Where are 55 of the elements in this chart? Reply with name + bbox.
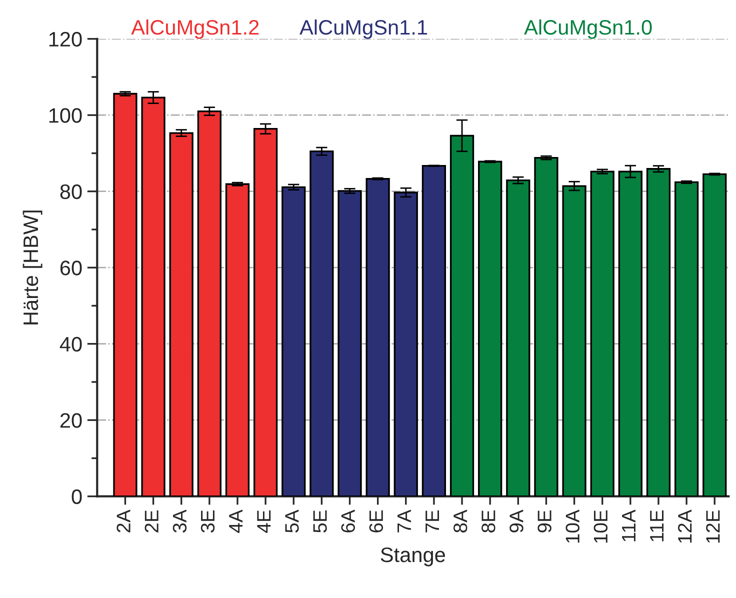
x-tick-label: 6A xyxy=(341,510,355,532)
x-tick-label: 8A xyxy=(453,510,468,532)
x-tick-label: 4E xyxy=(257,510,271,533)
x-tick-label: 9E xyxy=(538,510,552,532)
x-tick-label: 11E xyxy=(650,510,664,542)
x-tick-label: 5E xyxy=(313,510,327,533)
y-tick-label: 100 xyxy=(49,108,82,123)
bar xyxy=(169,132,194,496)
y-tick-label: 0 xyxy=(72,489,82,504)
y-tick-label: 120 xyxy=(49,32,82,47)
bar xyxy=(674,181,699,496)
bar xyxy=(422,164,446,496)
bar xyxy=(394,192,418,496)
bar xyxy=(646,168,671,496)
y-tick-label: 80 xyxy=(60,184,82,200)
bar xyxy=(478,160,502,496)
x-tick-label: 4A xyxy=(229,510,243,533)
x-tick-label: 3E xyxy=(200,510,215,533)
x-tick-label: 10E xyxy=(594,510,608,543)
x-tick-label: 7A xyxy=(398,510,411,532)
bar xyxy=(253,128,278,496)
y-tick-label: 60 xyxy=(60,260,82,276)
bar xyxy=(282,186,306,496)
x-tick-label: 11A xyxy=(622,510,636,542)
bar xyxy=(618,170,642,496)
bar xyxy=(366,178,390,496)
bar xyxy=(225,183,250,496)
x-tick-label: 12E xyxy=(706,510,720,543)
x-tick-label: 3A xyxy=(172,510,187,533)
text: AlCuMgSn1.2 xyxy=(131,19,259,39)
bar xyxy=(141,96,166,496)
text: AlCuMgSn1.1 xyxy=(300,19,428,39)
bar xyxy=(113,92,138,496)
bar xyxy=(310,150,334,496)
x-tick-label: 7E xyxy=(426,510,439,532)
x-tick-label: 9A xyxy=(510,510,524,532)
bar xyxy=(506,179,530,496)
x-tick-label: 8E xyxy=(482,510,496,532)
bar xyxy=(590,170,614,496)
bar xyxy=(197,110,222,496)
x-tick-label: 2A xyxy=(116,510,130,532)
text: AlCuMgSn1.0 xyxy=(524,19,652,39)
bar xyxy=(562,185,586,496)
x-tick-label: 5A xyxy=(285,510,299,533)
x-tick-label: 6E xyxy=(369,510,384,532)
x-tick-label: 10A xyxy=(566,510,580,543)
y-axis-title: Härte [HBW] xyxy=(22,210,42,324)
bar xyxy=(702,173,727,496)
bar xyxy=(534,156,558,496)
bar xyxy=(338,190,362,496)
x-axis-title: Stange xyxy=(380,547,445,566)
x-tick-label: 2E xyxy=(144,510,158,532)
y-tick-label: 40 xyxy=(60,336,82,352)
x-tick-label: 12A xyxy=(678,510,692,543)
y-tick-label: 20 xyxy=(60,413,82,428)
